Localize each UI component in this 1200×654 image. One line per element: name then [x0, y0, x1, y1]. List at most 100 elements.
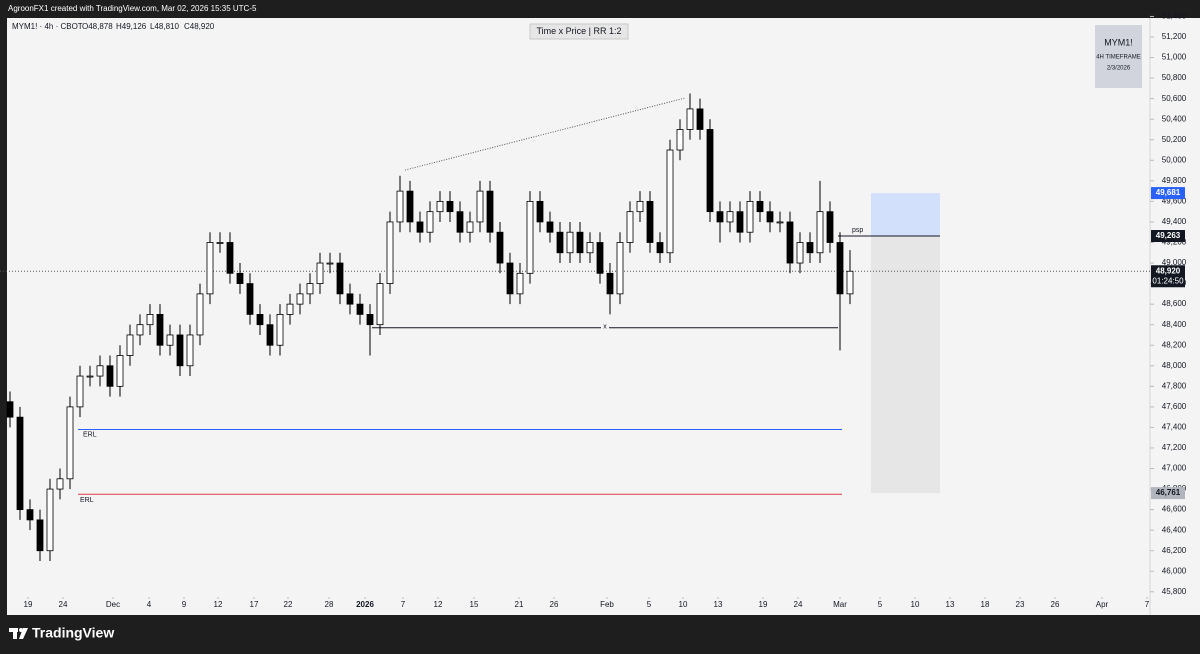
- y-tick-label: 50,200: [1162, 135, 1187, 144]
- y-tick-label: 47,200: [1162, 443, 1187, 452]
- candle-body: [226, 242, 234, 274]
- y-tick-label: 48,200: [1162, 340, 1187, 349]
- candle-body: [406, 190, 414, 223]
- candle-body: [586, 242, 594, 254]
- candle-body: [76, 375, 84, 408]
- candle-body: [676, 129, 684, 151]
- y-tick-label: 51,000: [1162, 53, 1187, 62]
- candle-body: [146, 314, 154, 326]
- x-tick-label: Mar: [833, 600, 847, 609]
- candle-body: [716, 211, 724, 223]
- candle-body: [696, 108, 704, 130]
- y-tick-label: 46,600: [1162, 505, 1187, 514]
- stop-price-label-bg: [1151, 487, 1185, 500]
- x-tick-label: 10: [679, 600, 688, 609]
- candle-body: [186, 334, 194, 367]
- y-tick-label: 49,000: [1162, 258, 1187, 267]
- candle-body: [496, 231, 504, 264]
- ohlc-value: O48,878: [82, 22, 113, 31]
- x-tick-label: 12: [434, 600, 443, 609]
- level-label: ERL: [80, 497, 94, 504]
- x-tick-label: 2026: [356, 600, 374, 609]
- candle-body: [66, 406, 74, 480]
- stop-price-label: 46,761: [1156, 488, 1181, 497]
- last-price-label: 48,920: [1156, 266, 1181, 275]
- brand: TradingView: [32, 625, 114, 641]
- y-tick-label: 51,200: [1162, 32, 1187, 41]
- candle-body: [326, 262, 334, 265]
- candle-body: [386, 221, 394, 284]
- x-tick-label: 17: [250, 600, 259, 609]
- watermark-box: [1095, 25, 1142, 88]
- candle-body: [786, 221, 794, 264]
- x-tick-label: 7: [1145, 600, 1150, 609]
- candle-body: [46, 488, 54, 552]
- candle-body: [596, 242, 604, 274]
- x-tick-label: 24: [794, 600, 803, 609]
- candle-body: [456, 211, 464, 233]
- candle-body: [506, 262, 514, 295]
- x-tick-label: 22: [284, 600, 293, 609]
- level-label: psp: [852, 227, 863, 234]
- y-tick-label: 50,000: [1162, 155, 1187, 164]
- x-tick-label: Feb: [600, 600, 614, 609]
- candle-body: [436, 200, 444, 213]
- candle-body: [776, 221, 784, 224]
- candle-body: [166, 334, 174, 346]
- y-tick-label: 47,600: [1162, 402, 1187, 411]
- logo-slash: [19, 628, 28, 639]
- candle-body: [846, 270, 854, 295]
- y-tick-label: 51,400: [1162, 12, 1187, 21]
- candle-body: [346, 293, 354, 305]
- candle-body: [316, 262, 324, 284]
- y-tick-label: 47,400: [1162, 423, 1187, 432]
- candle-body: [616, 242, 624, 295]
- candle-body: [446, 200, 454, 213]
- candle-body: [26, 509, 34, 521]
- x-tick-label: 18: [981, 600, 990, 609]
- candle-body: [816, 211, 824, 254]
- level-label: ERL: [83, 431, 97, 438]
- candle-body: [306, 283, 314, 295]
- candle-body: [176, 334, 184, 367]
- y-tick-label: 48,600: [1162, 299, 1187, 308]
- target-price-label-bg: [1151, 187, 1185, 200]
- candle-body: [256, 314, 264, 326]
- x-tick-label: Apr: [1096, 600, 1109, 609]
- candle-body: [636, 200, 644, 213]
- candle-body: [266, 324, 274, 346]
- candle-body: [396, 190, 404, 223]
- candle-body: [826, 211, 834, 243]
- candle-body: [566, 231, 574, 254]
- candle-body: [136, 324, 144, 336]
- candle-body: [806, 242, 814, 254]
- x-tick-label: 5: [878, 600, 883, 609]
- logo-stem: [13, 628, 17, 639]
- ohlc-value: C48,920: [184, 22, 215, 31]
- x-tick-label: 19: [24, 600, 33, 609]
- x-tick-label: 9: [182, 600, 187, 609]
- candle-body: [656, 242, 664, 254]
- x-tick-label: 13: [714, 600, 723, 609]
- x-tick-label: 28: [325, 600, 334, 609]
- candle-body: [296, 293, 304, 305]
- candle-body: [416, 221, 424, 233]
- level-label-bg: [601, 323, 609, 332]
- y-tick-label: 46,200: [1162, 546, 1187, 555]
- candle-body: [486, 190, 494, 233]
- chart-title: Time x Price | RR 1:2: [536, 26, 621, 36]
- candle-body: [16, 416, 24, 511]
- ohlc-value: L48,810: [150, 22, 179, 31]
- candle-body: [526, 200, 534, 274]
- target-price-label: 49,681: [1156, 188, 1181, 197]
- candle-body: [356, 303, 364, 315]
- x-tick-label: 10: [911, 600, 920, 609]
- entry-price-label-bg: [1151, 230, 1185, 243]
- candle-body: [336, 262, 344, 295]
- x-tick-label: 23: [1016, 600, 1025, 609]
- y-tick-label: 46,000: [1162, 566, 1187, 575]
- x-tick-label: 26: [550, 600, 559, 609]
- candle-body: [466, 221, 474, 233]
- last-price-label-bg: [1151, 265, 1185, 288]
